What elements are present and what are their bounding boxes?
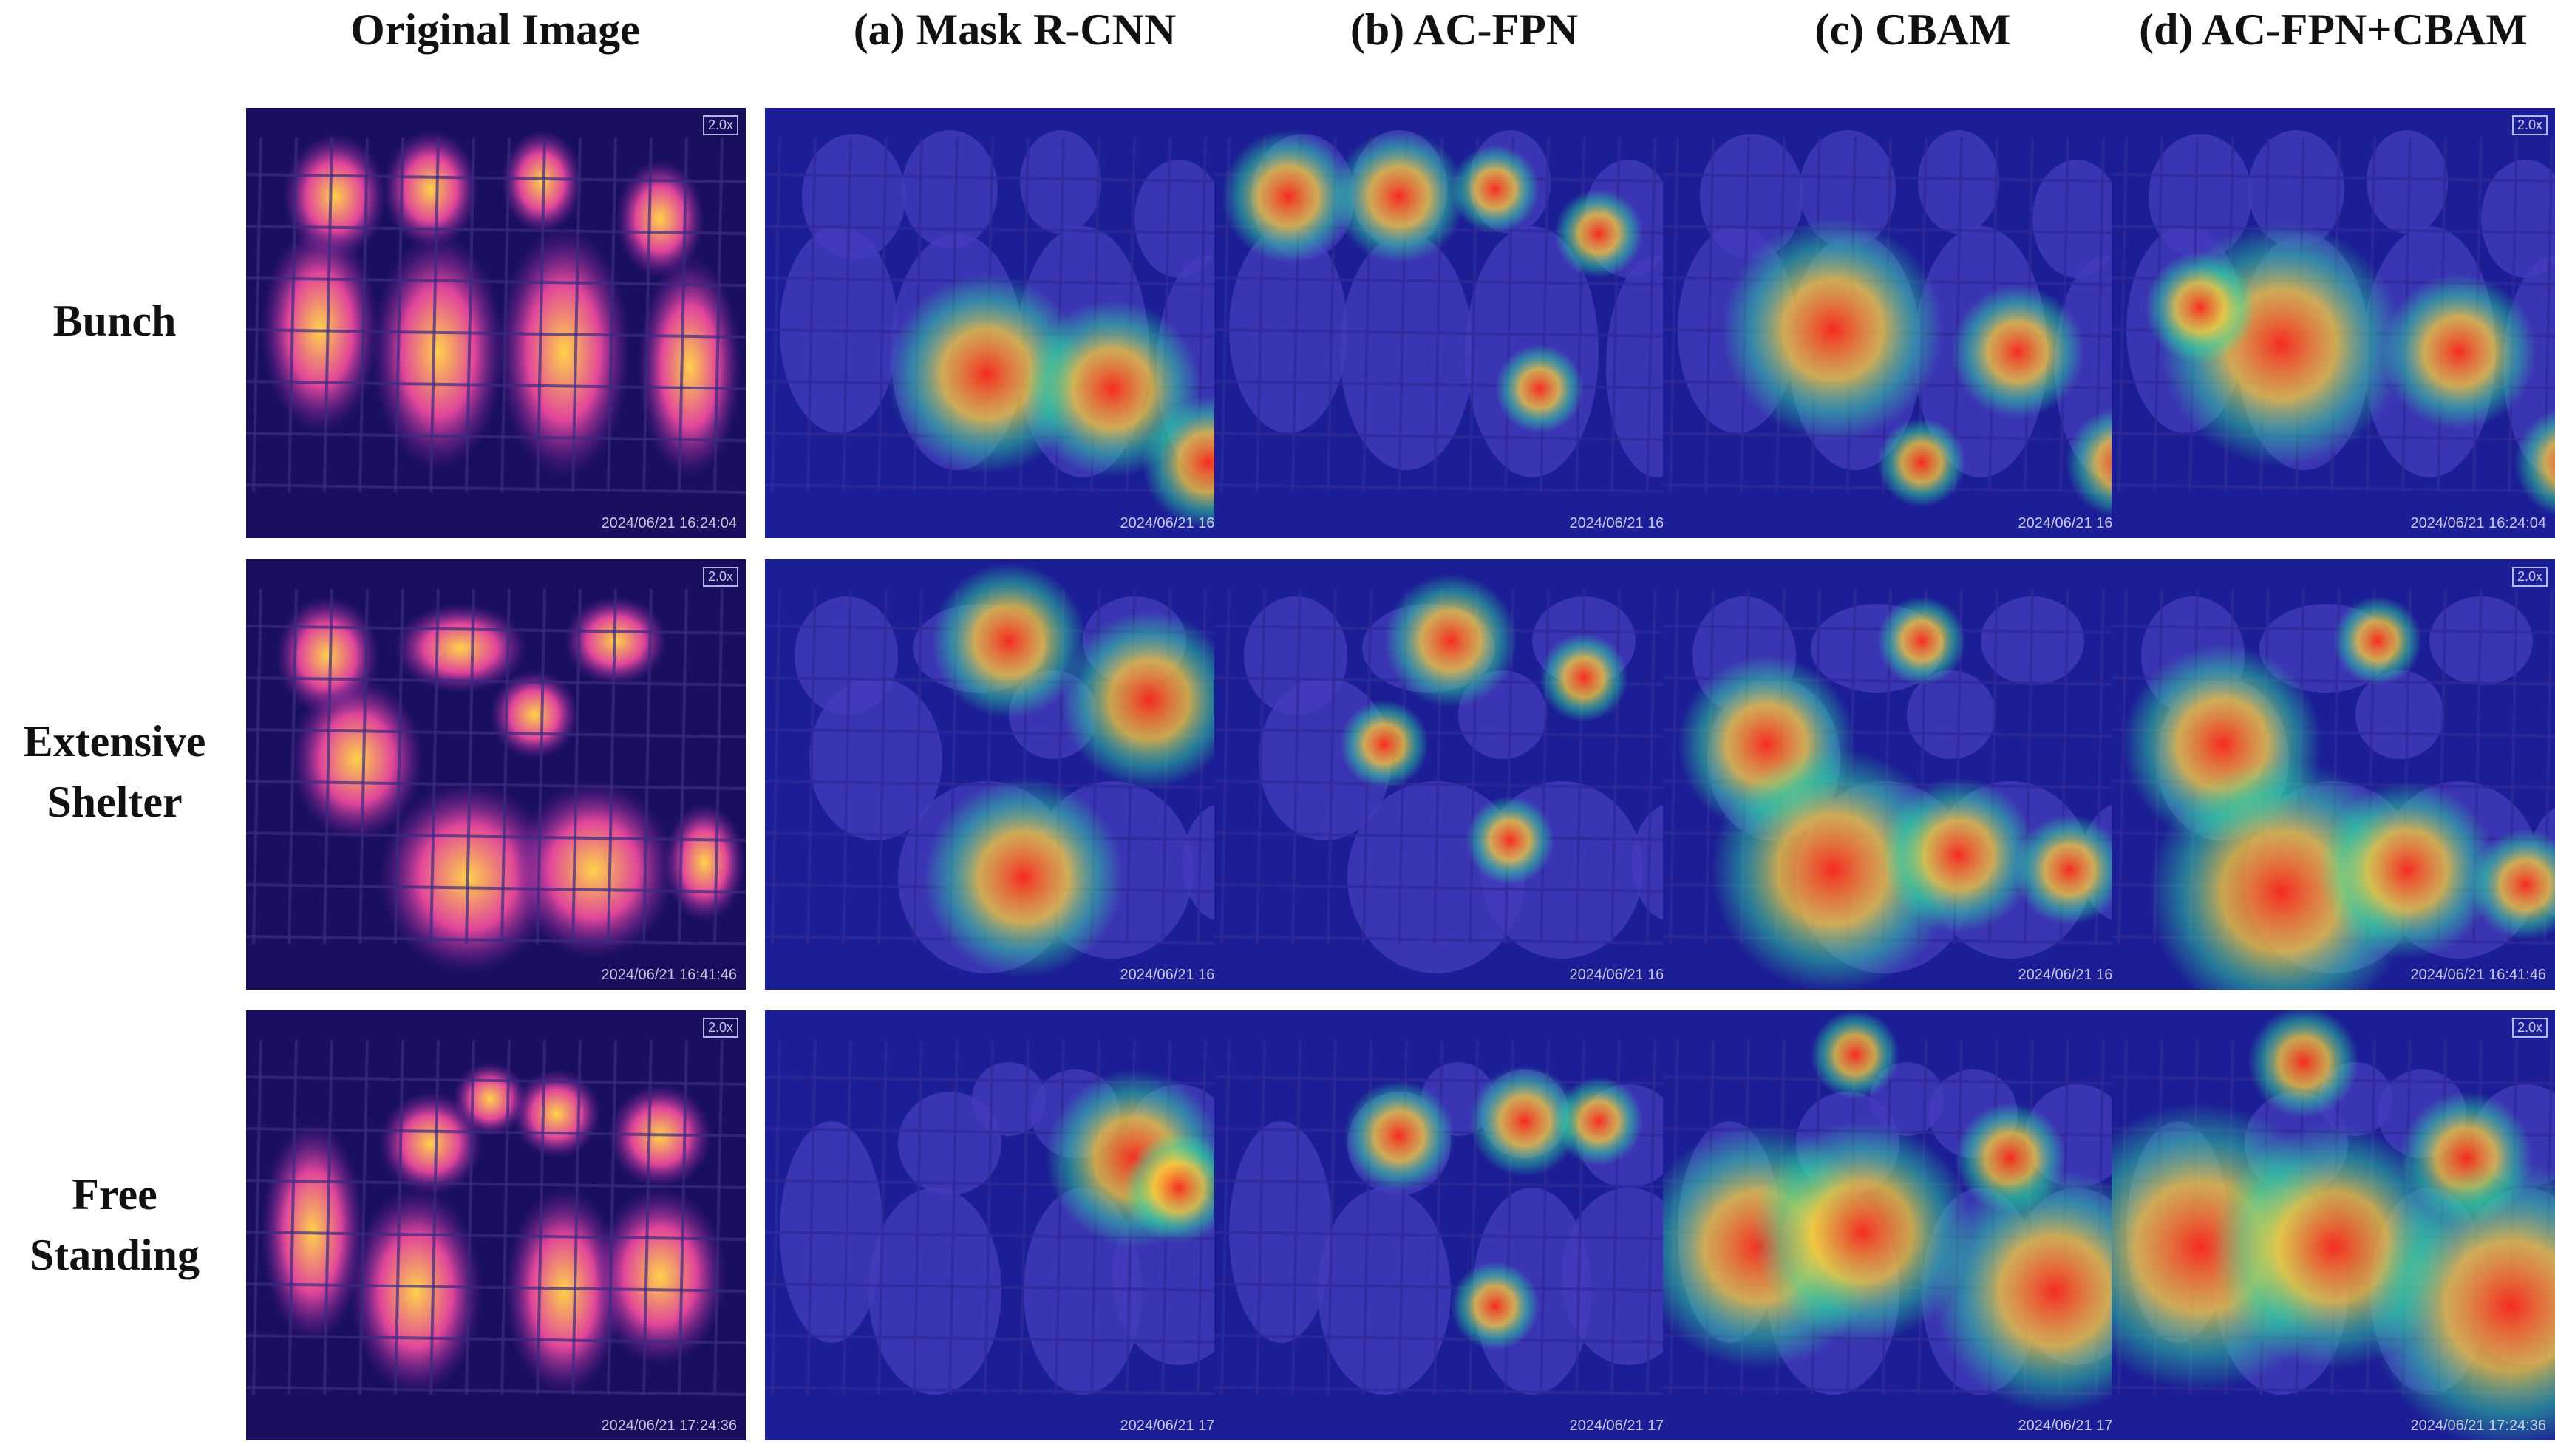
- row-label-extensive-shelter-line1: Extensive: [23, 717, 206, 766]
- panel-free-standing-ac-fpn-cbam: 2.0x 2024/06/21 17:24:36: [2112, 1010, 2555, 1440]
- column-header-mask-rcnn: (a) Mask R-CNN: [853, 5, 1177, 54]
- thermal-image: [1214, 1010, 1714, 1440]
- panel-bunch-original: 2.0x 2024/06/21 16:24:04: [246, 108, 746, 538]
- row-label-free-standing-line2: Standing: [29, 1231, 200, 1279]
- thermal-image: [1663, 559, 2163, 990]
- column-header-ac-fpn: (b) AC-FPN: [1350, 5, 1579, 54]
- row-label-free-standing-line1: Free: [72, 1170, 157, 1219]
- thermal-image: [2112, 559, 2555, 990]
- zoom-badge: 2.0x: [702, 115, 738, 135]
- thermal-image: [1214, 108, 1714, 538]
- timestamp: 2024/06/21 16:24:04: [2410, 515, 2546, 531]
- thermal-image: [2112, 108, 2555, 538]
- zoom-badge: 2.0x: [2511, 1018, 2548, 1038]
- zoom-badge: 2.0x: [702, 1018, 738, 1038]
- thermal-image: [246, 1010, 746, 1440]
- panel-extensive-shelter-original: 2.0x 2024/06/21 16:41:46: [246, 559, 746, 990]
- thermal-image: [2112, 1010, 2555, 1440]
- panel-bunch-ac-fpn-cbam: 2.0x 2024/06/21 16:24:04: [2112, 108, 2555, 538]
- thermal-image: [765, 108, 1265, 538]
- thermal-image: [1663, 1010, 2163, 1440]
- panel-free-standing-original: 2.0x 2024/06/21 17:24:36: [246, 1010, 746, 1440]
- thermal-image: [765, 1010, 1265, 1440]
- row-label-extensive-shelter-line2: Shelter: [47, 778, 183, 826]
- thermal-image: [246, 108, 746, 538]
- thermal-image: [1663, 108, 2163, 538]
- column-header-cbam: (c) CBAM: [1814, 5, 2011, 54]
- row-label-extensive-shelter: Extensive Shelter: [0, 711, 229, 832]
- zoom-badge: 2.0x: [702, 567, 738, 587]
- column-header-original: Original Image: [350, 5, 640, 54]
- panel-extensive-shelter-ac-fpn-cbam: 2.0x 2024/06/21 16:41:46: [2112, 559, 2555, 990]
- thermal-image: [1214, 559, 1714, 990]
- row-label-bunch-line1: Bunch: [52, 296, 177, 345]
- thermal-image: [246, 559, 746, 990]
- row-label-free-standing: Free Standing: [0, 1164, 229, 1285]
- timestamp: 2024/06/21 16:41:46: [2410, 967, 2546, 983]
- column-header-ac-fpn-cbam: (d) AC-FPN+CBAM: [2139, 5, 2528, 54]
- row-label-bunch: Bunch: [0, 290, 229, 351]
- timestamp: 2024/06/21 17:24:36: [601, 1418, 737, 1434]
- timestamp: 2024/06/21 16:41:46: [601, 967, 737, 983]
- timestamp: 2024/06/21 17:24:36: [2410, 1418, 2546, 1434]
- timestamp: 2024/06/21 16:24:04: [601, 515, 737, 531]
- thermal-image: [765, 559, 1265, 990]
- zoom-badge: 2.0x: [2511, 567, 2548, 587]
- zoom-badge: 2.0x: [2511, 115, 2548, 135]
